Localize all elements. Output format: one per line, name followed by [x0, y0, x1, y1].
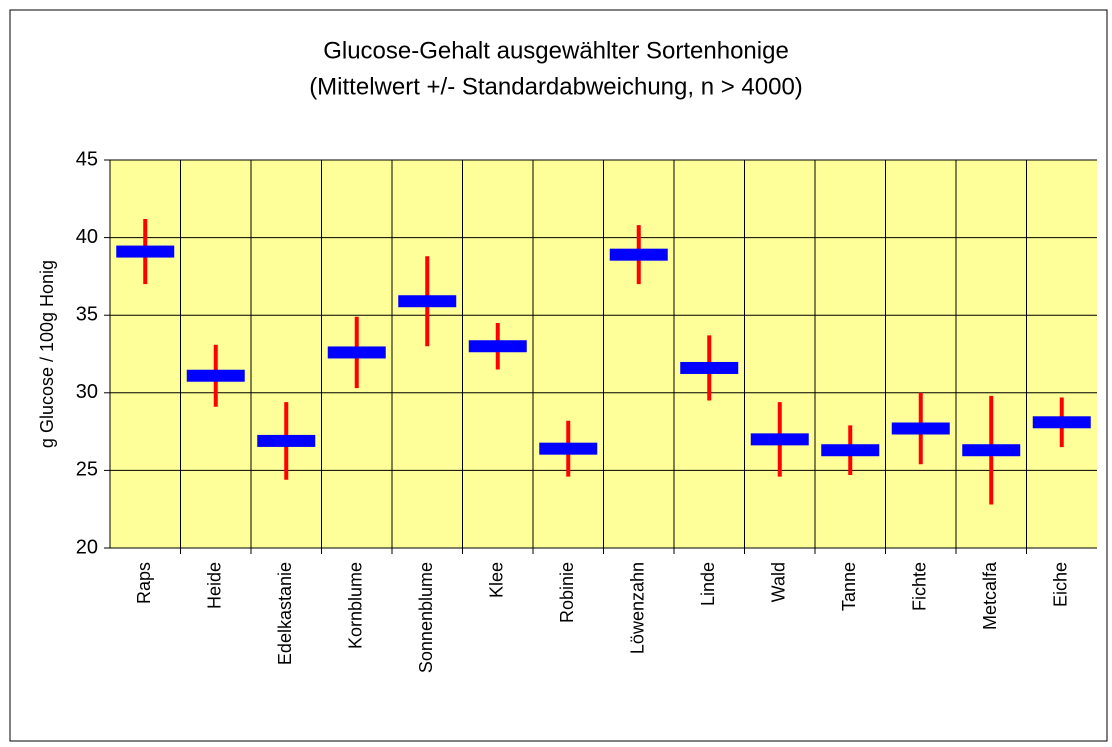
mean-marker	[186, 369, 245, 382]
x-tick-label: Löwenzahn	[628, 562, 648, 654]
y-axis-label: g Glucose / 100g Honig	[37, 260, 57, 448]
mean-marker	[539, 442, 598, 455]
chart-title: Glucose-Gehalt ausgewählter Sortenhonige	[323, 37, 789, 64]
x-tick-label: Wald	[769, 562, 789, 602]
mean-marker	[821, 444, 880, 457]
x-tick-label: Heide	[205, 562, 225, 609]
mean-marker	[398, 295, 457, 308]
mean-marker	[257, 434, 316, 447]
x-tick-label: Metcalfa	[980, 561, 1000, 630]
chart-subtitle: (Mittelwert +/- Standardabweichung, n > …	[309, 73, 803, 100]
x-tick-label: Kornblume	[346, 562, 366, 649]
mean-marker	[750, 433, 809, 446]
y-tick-label: 45	[76, 148, 98, 170]
y-tick-label: 20	[76, 536, 98, 558]
mean-marker	[327, 346, 386, 359]
x-tick-label: Linde	[698, 562, 718, 606]
mean-marker	[962, 444, 1021, 457]
x-tick-label: Sonnenblume	[416, 562, 436, 673]
y-tick-label: 35	[76, 303, 98, 325]
x-tick-label: Raps	[134, 562, 154, 604]
mean-marker	[609, 248, 668, 261]
mean-marker	[680, 361, 739, 374]
mean-marker	[891, 422, 950, 435]
x-tick-label: Klee	[487, 562, 507, 598]
x-tick-label: Fichte	[910, 562, 930, 611]
mean-marker	[1032, 416, 1091, 429]
mean-marker	[468, 340, 527, 353]
x-tick-label: Robinie	[557, 562, 577, 623]
x-tick-label: Eiche	[1051, 562, 1071, 607]
y-tick-label: 30	[76, 381, 98, 403]
x-tick-label: Edelkastanie	[275, 562, 295, 665]
y-tick-label: 40	[76, 226, 98, 248]
x-tick-label: Tanne	[839, 562, 859, 611]
mean-marker	[116, 245, 175, 258]
y-tick-label: 25	[76, 459, 98, 481]
